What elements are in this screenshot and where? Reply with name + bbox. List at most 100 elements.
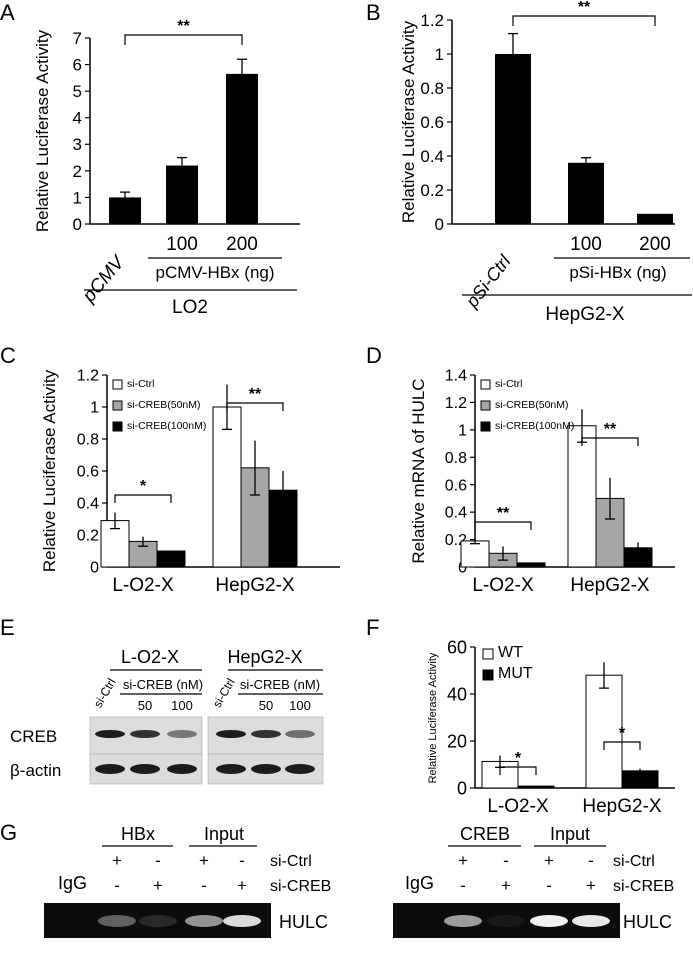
y-tick-label: 1.2 — [445, 395, 467, 412]
x-tick-label: HepG2-X — [570, 575, 650, 596]
y-axis-label: Relative Luciferase Activity — [427, 652, 439, 783]
y-tick-label: 0.6 — [77, 464, 99, 481]
y-tick-label: 6 — [73, 56, 82, 75]
gel-sign: - — [588, 851, 594, 870]
igg-label: IgG — [58, 873, 87, 893]
gel-sign: - — [239, 851, 245, 870]
blot-band — [167, 764, 197, 774]
legend-swatch — [482, 648, 494, 660]
y-tick-label: 0.4 — [445, 505, 467, 522]
gel-sign: + — [586, 876, 596, 895]
gel-row-label: si-Ctrl — [270, 853, 312, 870]
bar — [637, 213, 673, 224]
dose-label: 50 — [138, 698, 152, 713]
y-tick-label: 1.4 — [445, 368, 467, 385]
gel-sign: + — [237, 876, 247, 895]
bar — [460, 540, 490, 568]
y-tick-label: 2 — [73, 162, 82, 181]
panel-letter-E: E — [0, 615, 15, 640]
gel-sign: + — [458, 851, 468, 870]
x-tick-label: HepG2-X — [215, 575, 295, 596]
legend-entry: si-CREB(100nM) — [127, 420, 206, 432]
significance-bracket — [512, 15, 656, 26]
significance-bracket — [474, 521, 532, 530]
panel-letter-B: B — [366, 0, 381, 25]
gel-band — [139, 915, 177, 927]
gel-sign: + — [501, 876, 511, 895]
y-tick-label: 0 — [457, 778, 467, 798]
gel-sign: - — [155, 851, 161, 870]
y-axis-label: Relative Luciferase Activity — [33, 29, 52, 232]
gel-row-label: si-Ctrl — [613, 853, 655, 870]
gel-band — [572, 915, 610, 927]
legend-swatch — [480, 379, 491, 390]
blot-band — [95, 764, 125, 774]
cell-label: HepG2-X — [545, 304, 625, 325]
gel-group-title: CREB — [460, 824, 510, 844]
x-tick-label: L-O2-X — [487, 796, 549, 817]
gel-band — [223, 915, 261, 927]
group-label: pSi-HBx (ng) — [569, 263, 666, 282]
y-tick-label: 0 — [73, 215, 82, 234]
bar — [166, 165, 198, 224]
y-tick-label: 0.4 — [420, 147, 444, 166]
significance-mark: ** — [497, 505, 510, 522]
chart-panel-A: 0 1 2 3 4 5 6 7 Relative Luciferase Activity ** pC… — [33, 18, 300, 318]
lane-label-group: si-CREB (nM) — [240, 677, 320, 692]
legend-entry: si-CREB(100nM) — [495, 420, 574, 432]
y-tick-label: 60 — [447, 637, 467, 657]
dose-label: 100 — [289, 698, 311, 713]
x-tick-label: L-O2-X — [112, 575, 174, 596]
blot-band — [167, 730, 197, 738]
x-tick-label: pCMV — [78, 251, 130, 307]
y-tick-label: 4 — [73, 109, 82, 128]
blot-band — [130, 730, 160, 738]
dose-label: 100 — [171, 698, 193, 713]
blot-group-title: L-O2-X — [121, 647, 179, 667]
legend-entry: MUT — [498, 665, 533, 682]
y-tick-label: 20 — [447, 731, 467, 751]
legend-entry: WT — [498, 644, 523, 661]
x-tick-label: L-O2-X — [472, 575, 534, 596]
y-tick-label: 0.8 — [420, 79, 444, 98]
rip-gel-panel: HBx Input + - - + + - - + si-Ctrl si-CREB IgG HULC CRE… — [44, 824, 674, 938]
gel-sign: - — [460, 876, 466, 895]
lane-label-group: si-CREB (nM) — [123, 677, 203, 692]
dose-label: 50 — [259, 698, 273, 713]
igg-label: IgG — [405, 873, 434, 893]
gel-band — [444, 915, 482, 927]
y-tick-label: 0.6 — [420, 113, 444, 132]
y-tick-label: 1 — [90, 400, 99, 417]
y-tick-label: 0 — [90, 560, 99, 577]
gel-group-title: Input — [204, 824, 244, 844]
y-tick-label: 1.2 — [77, 368, 99, 385]
y-axis-label: Relative Luciferase Activity — [399, 20, 418, 223]
gel-group-title: HBx — [121, 824, 155, 844]
significance-mark: ** — [177, 18, 190, 35]
gel-band — [487, 915, 525, 927]
y-tick-label: 1.2 — [420, 11, 444, 30]
legend-swatch — [112, 400, 123, 411]
x-tick-label: 200 — [639, 234, 671, 255]
panel-letter-D: D — [366, 343, 382, 368]
blot-row-label: β-actin — [10, 761, 61, 780]
y-tick-label: 0.2 — [77, 528, 99, 545]
bar — [585, 674, 623, 789]
blot-band — [251, 730, 281, 738]
significance-bracket — [124, 34, 243, 45]
x-tick-label: 200 — [226, 234, 258, 255]
blot-band — [130, 764, 160, 774]
legend-swatch — [112, 379, 123, 390]
y-tick-label: 3 — [73, 135, 82, 154]
y-tick-label: 0 — [435, 215, 444, 234]
x-tick-label: 100 — [570, 234, 602, 255]
legend-swatch — [482, 669, 494, 681]
y-tick-label: 1 — [435, 45, 444, 64]
blot-band — [285, 764, 315, 774]
significance-mark: * — [140, 478, 147, 495]
legend-swatch — [480, 421, 491, 432]
group-label: pCMV-HBx (ng) — [155, 263, 274, 282]
blot-band — [216, 730, 246, 738]
